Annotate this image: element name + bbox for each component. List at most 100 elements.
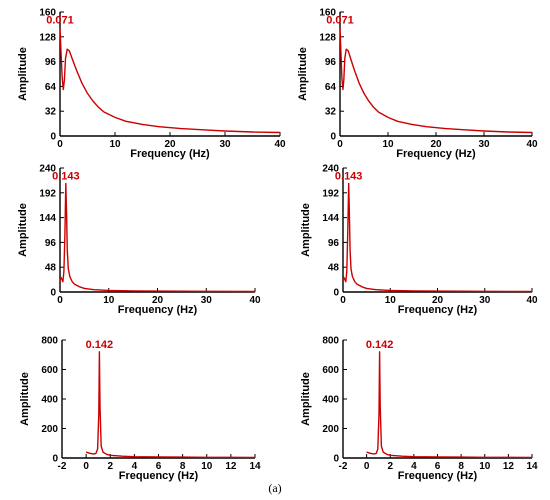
x-axis-title: Frequency (Hz)	[398, 304, 478, 316]
y-tick-label: 0	[330, 132, 336, 143]
y-tick-label: 400	[322, 395, 339, 406]
series-line	[85, 351, 256, 459]
x-tick-label: 30	[219, 139, 231, 150]
series-line	[59, 27, 281, 134]
x-tick-label: 4	[411, 461, 417, 472]
x-tick-label: 10	[382, 139, 394, 150]
y-tick-label: 96	[45, 238, 57, 249]
y-tick-label: 192	[39, 188, 56, 199]
x-tick-label: 6	[156, 461, 162, 472]
y-tick-label: 800	[322, 336, 339, 347]
x-tick-label: 30	[479, 295, 491, 306]
x-tick-label: 40	[249, 295, 261, 306]
x-tick-label: 0	[337, 139, 343, 150]
x-tick-label: 40	[526, 295, 538, 306]
x-tick-label: 30	[478, 139, 490, 150]
y-axis-title: Amplitude	[300, 372, 312, 426]
y-tick-label: 240	[322, 164, 339, 175]
x-tick-label: 0	[57, 295, 63, 306]
chart-2: 0 10 20 30 40 0 32 64 96 128 160 Frequency (Hz) Ampl…	[297, 8, 538, 161]
peak-label: 0.142	[86, 339, 114, 351]
y-axis-title: Amplitude	[17, 47, 29, 101]
x-axis-title: Frequency (Hz)	[398, 470, 478, 482]
y-tick-label: 48	[328, 263, 340, 274]
y-tick-label: 32	[325, 107, 337, 118]
y-tick-label: 144	[39, 213, 56, 224]
peak-label: 0.143	[335, 171, 363, 183]
x-tick-label: 10	[201, 461, 213, 472]
y-tick-label: 800	[41, 336, 58, 347]
x-tick-label: 0	[57, 139, 63, 150]
y-tick-label: 96	[328, 238, 340, 249]
x-tick-label: 10	[479, 461, 491, 472]
x-tick-label: 10	[385, 295, 397, 306]
chart-3: 0 10 20 30 40 0 48 96 144 192 240 Frequency (Hz) Amp…	[17, 164, 261, 317]
chart-4: 0 10 20 30 40 0 48 96 144 192 240 Frequency (Hz) Amp…	[300, 164, 538, 317]
x-tick-label: 14	[249, 461, 261, 472]
y-tick-label: 96	[325, 57, 337, 68]
y-tick-label: 128	[39, 32, 56, 43]
x-tick-label: 8	[458, 461, 464, 472]
peak-label: 0.071	[326, 15, 354, 27]
x-tick-label: 4	[132, 461, 138, 472]
peak-label: 0.143	[52, 171, 80, 183]
chart-1: 0 10 20 30 40 0 32 64 96 128 160 Frequency (Hz) Ampl…	[17, 8, 286, 161]
x-tick-label: 14	[526, 461, 538, 472]
y-tick-label: 0	[50, 132, 56, 143]
y-axis-title: Amplitude	[297, 47, 309, 101]
x-tick-label: 2	[387, 461, 393, 472]
y-tick-label: 96	[45, 57, 57, 68]
x-tick-label: 6	[435, 461, 441, 472]
x-tick-label: 10	[109, 139, 121, 150]
x-tick-label: 10	[103, 295, 115, 306]
x-tick-label: 2	[107, 461, 113, 472]
y-tick-label: 600	[322, 365, 339, 376]
y-tick-label: 0	[333, 288, 339, 299]
x-tick-label: 40	[526, 139, 538, 150]
x-axis-title: Frequency (Hz)	[119, 470, 199, 482]
x-tick-label: 8	[180, 461, 186, 472]
x-tick-label: 0	[364, 461, 370, 472]
y-tick-label: 160	[39, 8, 56, 19]
x-tick-label: 12	[503, 461, 515, 472]
x-tick-label: 30	[201, 295, 213, 306]
x-tick-label: 20	[152, 295, 164, 306]
peak-label: 0.142	[366, 339, 394, 351]
series-line	[59, 182, 256, 293]
y-tick-label: 600	[41, 365, 58, 376]
y-axis-title: Amplitude	[19, 372, 31, 426]
series-line	[342, 182, 533, 293]
y-tick-label: 160	[319, 8, 336, 19]
y-tick-label: 64	[325, 82, 337, 93]
y-tick-label: 400	[41, 395, 58, 406]
y-tick-label: 192	[322, 188, 339, 199]
x-axis-title: Frequency (Hz)	[130, 148, 210, 160]
y-tick-label: 0	[50, 288, 56, 299]
x-tick-label: 12	[225, 461, 237, 472]
y-axis-title: Amplitude	[300, 203, 312, 257]
x-axis-title: Frequency (Hz)	[396, 148, 476, 160]
y-tick-label: 48	[45, 263, 57, 274]
x-tick-label: 40	[274, 139, 286, 150]
y-axis-title: Amplitude	[17, 203, 29, 257]
y-tick-label: 0	[333, 454, 339, 465]
y-tick-label: 128	[319, 32, 336, 43]
x-tick-label: -2	[58, 461, 67, 472]
x-axis-title: Frequency (Hz)	[118, 304, 198, 316]
x-tick-label: 20	[432, 295, 444, 306]
y-tick-label: 0	[52, 454, 58, 465]
figure-caption: (a)	[268, 481, 282, 495]
y-tick-label: 144	[322, 213, 339, 224]
y-tick-label: 200	[41, 424, 58, 435]
x-tick-label: 20	[430, 139, 442, 150]
series-line	[366, 351, 533, 459]
x-tick-label: 20	[164, 139, 176, 150]
x-tick-label: 0	[83, 461, 89, 472]
x-tick-label: -2	[339, 461, 348, 472]
y-tick-label: 32	[45, 107, 57, 118]
y-tick-label: 200	[322, 424, 339, 435]
y-tick-label: 64	[45, 82, 57, 93]
